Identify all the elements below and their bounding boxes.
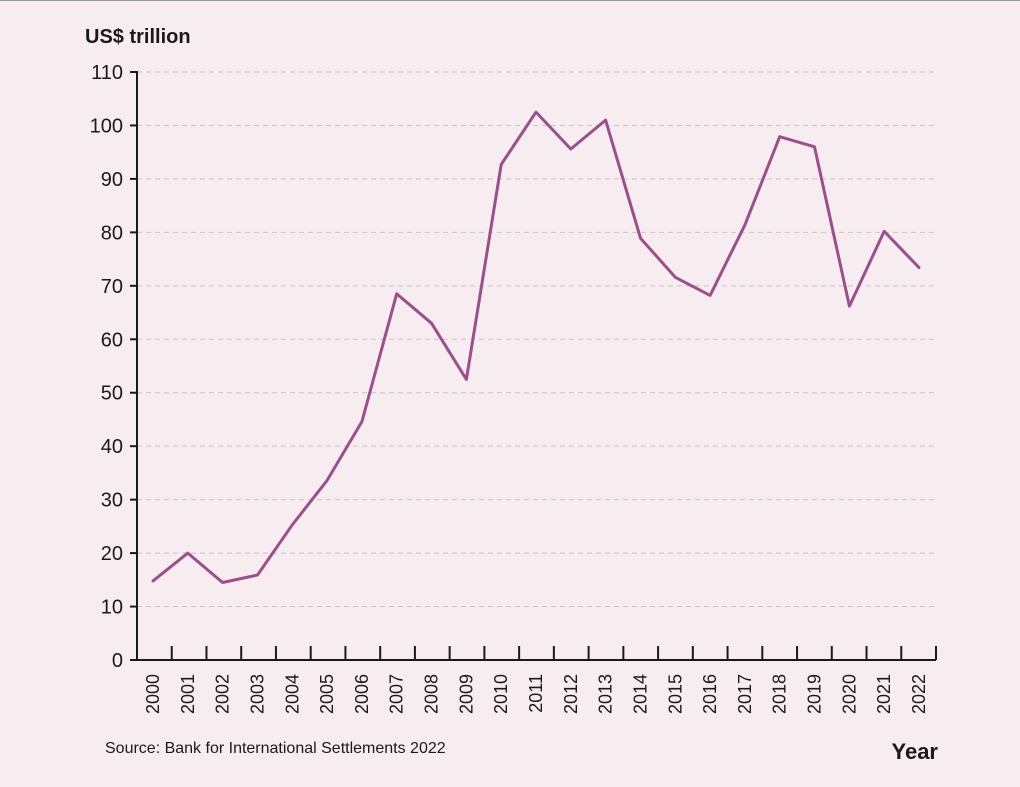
y-tick-label: 40 (101, 436, 123, 458)
y-tick-label: 0 (112, 650, 123, 672)
x-tick-label: 2019 (805, 674, 825, 714)
x-axis-label: Year (892, 739, 939, 764)
x-tick-label: 2013 (596, 674, 616, 714)
y-tick-label: 100 (90, 115, 123, 137)
y-tick-label: 60 (101, 329, 123, 351)
x-tick-label: 2014 (630, 674, 650, 714)
y-tick-label: 50 (101, 383, 123, 405)
gridlines (137, 71, 936, 608)
x-tick-label: 2017 (735, 674, 755, 714)
source-note: Source: Bank for International Settlemen… (105, 740, 446, 757)
x-tick-label: 2022 (909, 674, 929, 714)
x-tick-label: 2010 (491, 674, 511, 714)
x-tick-label: 2003 (247, 674, 267, 714)
x-tick-label: 2006 (352, 674, 372, 714)
axes (130, 71, 937, 661)
y-tick-label: 80 (101, 222, 123, 244)
y-tick-label: 70 (101, 276, 123, 298)
y-tick-label: 20 (101, 543, 123, 565)
y-axis-label: US$ trillion (85, 26, 191, 48)
x-tick-label: 2004 (282, 674, 302, 714)
x-tick-label: 2020 (839, 674, 859, 714)
x-tick-label: 2011 (526, 674, 546, 713)
series-line (151, 110, 921, 584)
x-tick-label: 2000 (143, 674, 163, 714)
y-tick-label: 30 (101, 490, 123, 512)
x-tick-label: 2009 (456, 674, 476, 714)
series-lines (151, 110, 921, 584)
x-tick-label: 2012 (561, 674, 581, 714)
x-tick-label: 2002 (213, 674, 233, 714)
y-tick-label: 10 (101, 597, 123, 619)
x-tick-label: 2001 (178, 674, 198, 714)
x-tick-label: 2005 (317, 674, 337, 714)
x-tick-label: 2008 (422, 674, 442, 714)
y-tick-label: 90 (101, 169, 123, 191)
x-tick-label: 2018 (770, 674, 790, 714)
x-tick-label: 2007 (387, 674, 407, 714)
x-tick-label: 2021 (874, 674, 894, 714)
y-tick-label: 110 (91, 62, 123, 84)
y-tick-labels: 0 10 20 30 40 50 60 70 80 90 100 110 (90, 62, 123, 672)
x-tick-labels: 2000 2001 2002 2003 2004 2005 2006 2007 2008 2009… (143, 674, 929, 714)
x-tick-label: 2016 (700, 674, 720, 714)
x-tick-label: 2015 (665, 674, 685, 714)
